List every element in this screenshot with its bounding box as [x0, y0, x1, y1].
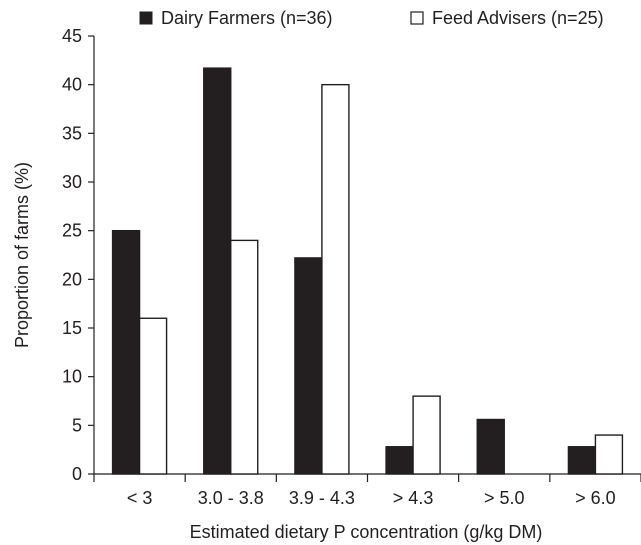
bar-feed-advisers-0 — [138, 317, 168, 475]
x-axis-title: Estimated dietary P concentration (g/kg … — [190, 522, 543, 542]
bar-dairy-farmers-4 — [476, 418, 505, 475]
x-tick-label-2: 3.9 - 4.3 — [289, 488, 355, 508]
legend: Dairy Farmers (n=36) Feed Advisers (n=25… — [139, 8, 604, 28]
x-tick-label-5: > 6.0 — [575, 488, 616, 508]
y-tick-label-20: 20 — [62, 269, 82, 289]
y-tick-label-35: 35 — [62, 123, 82, 143]
y-tick-label-0: 0 — [72, 464, 82, 484]
y-tick-label-30: 30 — [62, 172, 82, 192]
x-tick-label-0: < 3 — [127, 488, 153, 508]
bar-dairy-farmers-1 — [203, 67, 232, 475]
y-axis-title: Proportion of farms (%) — [12, 162, 32, 348]
y-tick-label-40: 40 — [62, 75, 82, 95]
bar-dairy-farmers-5 — [567, 446, 597, 475]
bar-feed-advisers-5 — [594, 434, 624, 475]
x-tick-label-1: 3.0 - 3.8 — [198, 488, 264, 508]
bar-dairy-farmers-3 — [385, 446, 414, 475]
y-tick-label-10: 10 — [62, 367, 82, 387]
legend-label-feed-advisers: Feed Advisers (n=25) — [432, 8, 604, 28]
y-tick-label-25: 25 — [62, 221, 82, 241]
y-tick-label-5: 5 — [72, 415, 82, 435]
y-tick-label-45: 45 — [62, 26, 82, 46]
bar-feed-advisers-1 — [230, 239, 259, 475]
plot-area: 0 5 10 15 20 25 30 35 40 45 < 3 3.0 - 3.8 3.9 - 4.3 >… — [62, 26, 641, 508]
bar-dairy-farmers-0 — [111, 229, 141, 475]
bar-dairy-farmers-2 — [294, 257, 323, 475]
x-tick-label-3: > 4.3 — [393, 488, 434, 508]
legend-swatch-feed-advisers — [410, 11, 424, 25]
bar-feed-advisers-3 — [412, 395, 441, 475]
legend-swatch-dairy-farmers — [139, 11, 153, 25]
y-tick-label-15: 15 — [62, 318, 82, 338]
x-tick-label-4: > 5.0 — [484, 488, 525, 508]
legend-label-dairy-farmers: Dairy Farmers (n=36) — [161, 8, 333, 28]
bar-feed-advisers-2 — [321, 83, 350, 475]
